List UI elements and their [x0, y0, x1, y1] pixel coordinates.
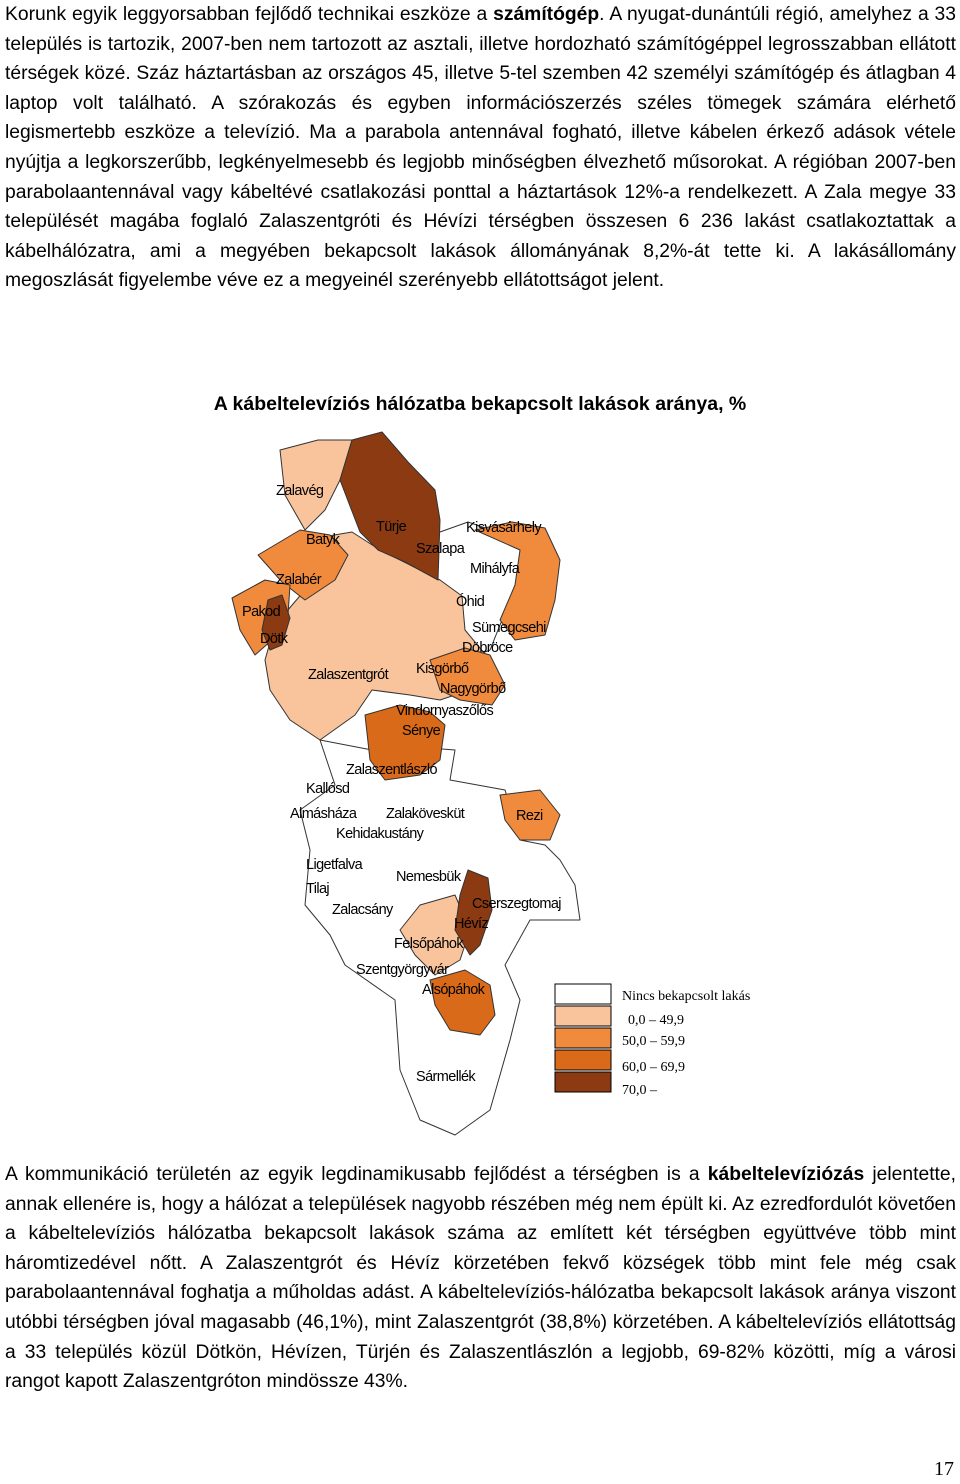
region-kisgorbo — [429, 647, 506, 706]
label-dobroce: Döbröce — [462, 640, 513, 656]
label-felsopahok: Felsőpáhok — [394, 936, 464, 952]
legend-label-c1: 0,0 – 49,9 — [628, 1013, 684, 1028]
region-dotk — [261, 594, 291, 651]
label-zalakoveskut: Zalakövesküt — [386, 806, 465, 822]
region-alsopahok — [429, 969, 496, 1036]
label-szentgyorgyvar: Szentgyörgyvár — [356, 962, 449, 978]
label-vindornyaszolos: Vindornyaszőlős — [396, 703, 493, 719]
label-sumegcsehi: Sümegcsehi — [472, 620, 546, 636]
text-span: jelentette, annak ellenére is, hogy a há… — [5, 1164, 956, 1393]
label-tilaj: Tilaj — [306, 881, 329, 897]
legend-swatch-none — [554, 983, 612, 1005]
label-sarmellek: Sármellék — [416, 1069, 476, 1085]
bold-term-kabeltelevizio: kábeltelevíziózás — [707, 1164, 865, 1185]
region-rezi — [499, 789, 561, 841]
legend-label-c4: 70,0 – — [622, 1083, 658, 1098]
label-szalapa: Szalapa — [416, 541, 466, 557]
label-rezi: Rezi — [516, 808, 543, 824]
label-kallosd: Kallósd — [306, 781, 350, 797]
label-zalaszentgrot: Zalaszentgrót — [308, 667, 389, 683]
label-alsopahok: Alsópáhok — [422, 982, 486, 998]
label-zalaveg: Zalavég — [276, 483, 324, 499]
region-turje — [339, 431, 441, 581]
legend-swatch-c2 — [554, 1027, 612, 1049]
map-legend: Nincs bekapcsolt lakás 0,0 – 49,9 50,0 –… — [554, 983, 750, 1098]
label-nagygorbo: Nagygörbő — [440, 681, 506, 697]
legend-swatch-c1 — [554, 1005, 612, 1027]
map-title: A kábeltelevíziós hálózatba bekapcsolt l… — [213, 393, 747, 415]
label-cserszegtomaj: Cserszegtomaj — [472, 896, 561, 912]
label-almashaza: Almásháza — [290, 806, 358, 822]
legend-label-none: Nincs bekapcsolt lakás — [622, 989, 750, 1004]
label-zalaber: Zalabér — [276, 572, 322, 588]
label-dotk: Dötk — [260, 631, 289, 647]
region-kisvasarhely — [474, 521, 561, 641]
label-nemesbuk: Nemesbük — [396, 869, 462, 885]
legend-swatch-c3 — [554, 1049, 612, 1071]
label-zalacsany: Zalacsány — [332, 902, 394, 918]
label-zalaszentlaszlo: Zalaszentlászló — [346, 762, 437, 778]
region-heviz — [454, 869, 493, 956]
legend-label-c2: 50,0 – 59,9 — [622, 1034, 685, 1049]
label-kehidakustany: Kehidakustány — [336, 826, 425, 842]
label-kisvasarhely: Kisvásárhely — [466, 520, 542, 536]
text-span: A kommunikáció területén az egyik legdin… — [5, 1164, 708, 1185]
intro-paragraph: Korunk egyik leggyorsabban fejlődő techn… — [5, 0, 956, 296]
label-ligetfalva: Ligetfalva — [306, 857, 364, 873]
legend-label-c3: 60,0 – 69,9 — [622, 1060, 685, 1075]
region-zalaszentlaszlo — [364, 704, 446, 781]
label-turje: Türje — [376, 519, 407, 535]
label-batyk: Batyk — [306, 532, 341, 548]
text-span: . A nyugat-dunántúli régió, amelyhez a 3… — [5, 4, 956, 292]
region-szentgyorgyvar — [399, 894, 471, 976]
label-senye: Sénye — [402, 723, 441, 739]
cable-tv-paragraph: A kommunikáció területén az egyik legdin… — [5, 1160, 956, 1397]
label-pakod: Pakod — [242, 604, 281, 620]
label-kisgorbo: Kisgörbő — [416, 661, 469, 677]
legend-swatch-c4 — [554, 1071, 612, 1093]
label-ohid: Óhid — [456, 593, 485, 610]
label-heviz: Hévíz — [454, 916, 488, 932]
page-number: 17 — [934, 1458, 954, 1480]
bold-term-szamitogep: számítógép — [493, 4, 600, 25]
label-mihalyfa: Mihályfa — [470, 561, 521, 577]
text-span: Korunk egyik leggyorsabban fejlődő techn… — [5, 4, 494, 25]
region-zalaveg — [279, 439, 353, 531]
